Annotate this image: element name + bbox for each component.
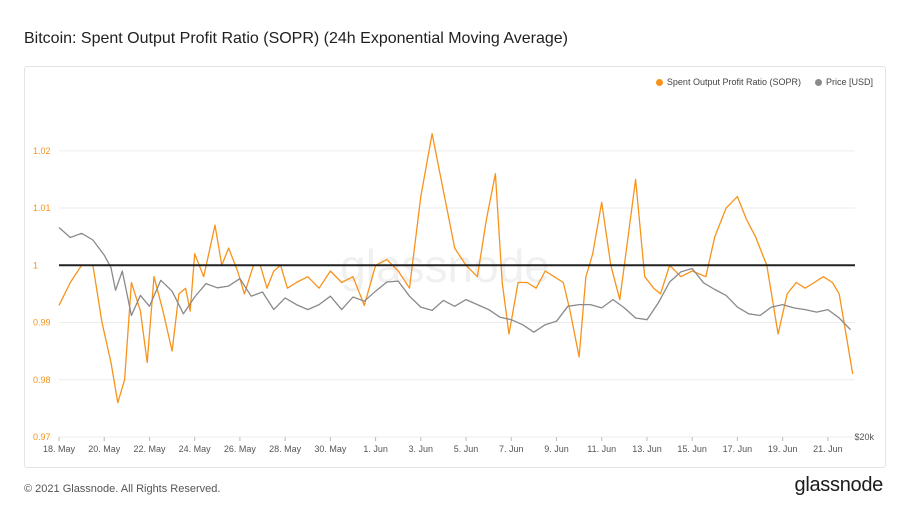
legend-sopr-label: Spent Output Profit Ratio (SOPR) xyxy=(666,77,801,87)
x-tick-label: 21. Jun xyxy=(813,444,843,454)
x-tick-label: 1. Jun xyxy=(363,444,388,454)
legend-price-label: Price [USD] xyxy=(825,77,873,87)
y-right-tick-label: $20k xyxy=(854,432,874,442)
x-tick-label: 24. May xyxy=(179,444,212,454)
legend-price-dot xyxy=(814,78,822,86)
x-tick-label: 30. May xyxy=(314,444,347,454)
x-tick-label: 18. May xyxy=(43,444,76,454)
y-tick-label: 0.99 xyxy=(33,318,51,328)
x-tick-label: 3. Jun xyxy=(409,444,434,454)
price-series-line xyxy=(58,227,851,333)
copyright-text: © 2021 Glassnode. All Rights Reserved. xyxy=(24,483,221,495)
y-tick-label: 1.01 xyxy=(33,203,51,213)
x-tick-label: 13. Jun xyxy=(632,444,662,454)
chart-legend: Spent Output Profit Ratio (SOPR) Price [… xyxy=(655,77,873,87)
x-tick-label: 9. Jun xyxy=(544,444,569,454)
y-tick-label: 1 xyxy=(33,260,38,270)
y-tick-label: 0.97 xyxy=(33,432,51,442)
glassnode-logo: glassnode xyxy=(794,474,884,496)
chart-title: Bitcoin: Spent Output Profit Ratio (SOPR… xyxy=(24,30,568,47)
legend-item-sopr[interactable]: Spent Output Profit Ratio (SOPR) xyxy=(655,77,801,87)
x-tick-label: 26. May xyxy=(224,444,257,454)
x-tick-label: 5. Jun xyxy=(454,444,479,454)
x-tick-label: 11. Jun xyxy=(587,444,616,454)
legend-sopr-dot xyxy=(655,78,663,86)
legend-item-price[interactable]: Price [USD] xyxy=(814,77,873,87)
x-tick-label: 15. Jun xyxy=(677,444,707,454)
x-tick-label: 22. May xyxy=(133,444,166,454)
x-tick-label: 28. May xyxy=(269,444,302,454)
x-tick-label: 17. Jun xyxy=(723,444,753,454)
x-tick-label: 19. Jun xyxy=(768,444,798,454)
chart-panel: Spent Output Profit Ratio (SOPR) Price [… xyxy=(24,66,886,468)
x-tick-label: 20. May xyxy=(88,444,121,454)
sopr-series-line xyxy=(58,133,854,404)
y-tick-label: 1.02 xyxy=(33,146,51,156)
x-tick-label: 7. Jun xyxy=(499,444,524,454)
y-tick-label: 0.98 xyxy=(33,375,51,385)
